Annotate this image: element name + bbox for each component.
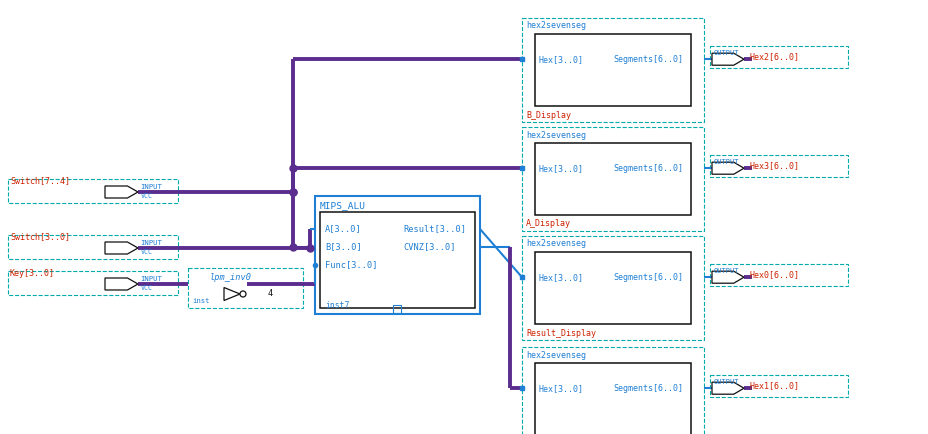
Text: Hex0[6..0]: Hex0[6..0] — [749, 270, 799, 279]
Text: inst: inst — [192, 298, 210, 304]
Bar — [8, 179, 178, 203]
Polygon shape — [105, 242, 138, 254]
Text: OUTPUT: OUTPUT — [714, 159, 739, 165]
Polygon shape — [224, 287, 239, 300]
Text: hex2sevenseg: hex2sevenseg — [525, 351, 586, 359]
Text: Hex1[6..0]: Hex1[6..0] — [749, 381, 799, 390]
Text: VCC: VCC — [141, 249, 153, 255]
Text: Hex3[6..0]: Hex3[6..0] — [749, 161, 799, 170]
Text: hex2sevenseg: hex2sevenseg — [525, 131, 586, 139]
Bar — [315, 196, 480, 314]
Bar — [187, 268, 303, 308]
Text: hex2sevenseg: hex2sevenseg — [525, 240, 586, 249]
Text: B[3..0]: B[3..0] — [325, 243, 361, 251]
Text: VCC: VCC — [141, 285, 153, 291]
Text: Segments[6..0]: Segments[6..0] — [612, 273, 682, 282]
Text: 4: 4 — [267, 289, 273, 299]
Bar — [393, 305, 401, 313]
Bar — [522, 18, 703, 122]
Bar — [522, 236, 703, 340]
Text: INPUT: INPUT — [140, 184, 161, 190]
Text: Segments[6..0]: Segments[6..0] — [612, 55, 682, 64]
Text: INPUT: INPUT — [140, 276, 161, 282]
Text: VCC: VCC — [141, 193, 153, 199]
Text: inst7: inst7 — [325, 302, 349, 310]
Text: MIPS_ALU: MIPS_ALU — [319, 201, 366, 210]
Text: Segments[6..0]: Segments[6..0] — [612, 164, 682, 173]
Circle shape — [239, 291, 246, 297]
Bar — [535, 143, 690, 215]
Bar — [709, 264, 847, 286]
Text: Switch[3..0]: Switch[3..0] — [10, 233, 70, 241]
Bar — [535, 252, 690, 324]
Bar — [8, 235, 178, 259]
Bar — [522, 127, 703, 231]
Text: Switch[7..4]: Switch[7..4] — [10, 177, 70, 185]
Bar — [709, 375, 847, 397]
Text: Segments[6..0]: Segments[6..0] — [612, 384, 682, 393]
Text: Result[3..0]: Result[3..0] — [403, 224, 466, 233]
Bar — [8, 271, 178, 295]
Text: Result_Display: Result_Display — [525, 329, 596, 338]
Text: Key[3..0]: Key[3..0] — [10, 269, 55, 277]
Text: Hex2[6..0]: Hex2[6..0] — [749, 52, 799, 61]
Polygon shape — [711, 382, 743, 394]
Bar — [709, 155, 847, 177]
Text: OUTPUT: OUTPUT — [714, 379, 739, 385]
Text: lpm_inv0: lpm_inv0 — [210, 273, 251, 282]
Text: CVNZ[3..0]: CVNZ[3..0] — [403, 243, 455, 251]
Text: Func[3..0]: Func[3..0] — [325, 260, 377, 270]
Text: A_Display: A_Display — [525, 220, 571, 228]
Text: B_Display: B_Display — [525, 111, 571, 119]
Bar — [535, 363, 690, 434]
Text: Hex[3..0]: Hex[3..0] — [538, 273, 584, 282]
Polygon shape — [105, 186, 138, 198]
Bar — [709, 46, 847, 68]
Text: Hex[3..0]: Hex[3..0] — [538, 164, 584, 173]
Polygon shape — [105, 278, 138, 290]
Text: A[3..0]: A[3..0] — [325, 224, 361, 233]
Polygon shape — [711, 271, 743, 283]
Text: hex2sevenseg: hex2sevenseg — [525, 22, 586, 30]
Text: INPUT: INPUT — [140, 240, 161, 246]
Polygon shape — [711, 53, 743, 65]
Text: Hex[3..0]: Hex[3..0] — [538, 384, 584, 393]
Bar — [319, 212, 474, 308]
Text: Hex[3..0]: Hex[3..0] — [538, 55, 584, 64]
Bar — [522, 347, 703, 434]
Polygon shape — [711, 162, 743, 174]
Text: OUTPUT: OUTPUT — [714, 50, 739, 56]
Text: OUTPUT: OUTPUT — [714, 268, 739, 274]
Bar — [535, 34, 690, 106]
